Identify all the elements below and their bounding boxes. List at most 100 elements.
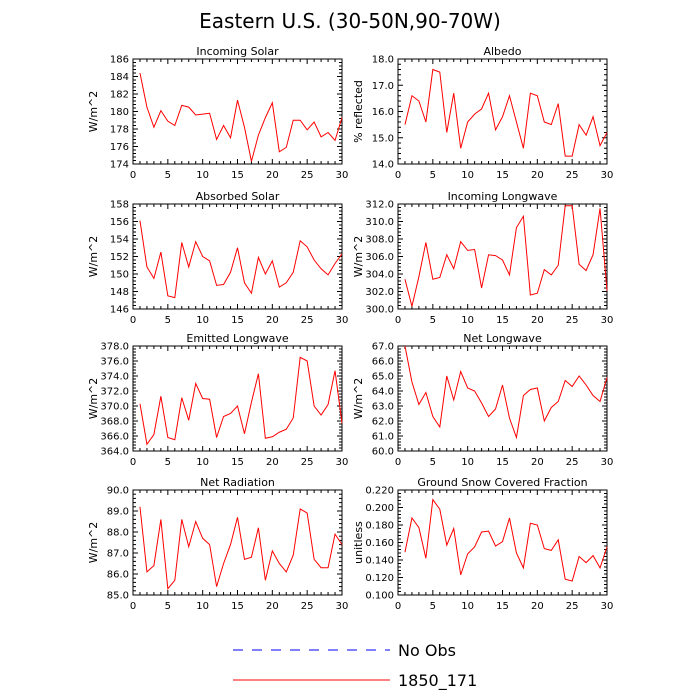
series-line-1850-171 bbox=[404, 205, 608, 307]
x-tick-label: 20 bbox=[266, 457, 279, 468]
x-tick-label: 10 bbox=[196, 170, 209, 181]
y-axis-label-net-radiation: W/m^2 bbox=[87, 522, 100, 564]
x-tick-label: 30 bbox=[336, 457, 349, 468]
x-tick-label: 10 bbox=[461, 457, 474, 468]
y-tick-label: 18.0 bbox=[372, 55, 394, 66]
x-tick-label: 15 bbox=[496, 457, 509, 468]
x-tick-label: 15 bbox=[231, 170, 244, 181]
y-axis-label-absorbed-solar: W/m^2 bbox=[87, 236, 100, 278]
y-axis-label-emitted-longwave: W/m^2 bbox=[87, 378, 100, 420]
plot-frame-emitted-longwave bbox=[132, 345, 343, 452]
panel-title-absorbed-solar: Absorbed Solar bbox=[196, 190, 280, 203]
y-tick-label: 174 bbox=[110, 160, 129, 171]
x-tick-label: 25 bbox=[301, 457, 314, 468]
panel-net-longwave: Net Longwave W/m^2 0 5 10 15 20 25 30 60.0 61.0 62.… bbox=[352, 332, 613, 468]
series-line-1850-171 bbox=[139, 220, 343, 299]
y-tick-label: 88.0 bbox=[107, 528, 129, 539]
y-tick-label: 87.0 bbox=[107, 549, 129, 560]
x-tick-label: 25 bbox=[301, 170, 314, 181]
plot-frame-albedo bbox=[397, 58, 608, 165]
x-tick-label: 30 bbox=[336, 315, 349, 326]
x-tick-label: 15 bbox=[231, 457, 244, 468]
y-tick-label: 150 bbox=[110, 270, 129, 281]
y-tick-label: 0.140 bbox=[365, 556, 394, 567]
y-tick-label: 364.0 bbox=[100, 447, 129, 458]
plot-frame-net-radiation bbox=[132, 489, 343, 596]
y-tick-label: 372.0 bbox=[100, 387, 129, 398]
y-tick-label: 186 bbox=[110, 55, 129, 66]
x-tick-label: 10 bbox=[196, 601, 209, 612]
panel-incoming-longwave: Incoming Longwave W/m^2 0 5 10 15 20 25 30 300.0 3… bbox=[352, 190, 613, 326]
y-tick-label: 302.0 bbox=[365, 287, 394, 298]
y-tick-label: 178 bbox=[110, 125, 129, 136]
x-tick-label: 0 bbox=[130, 457, 136, 468]
x-tick-label: 30 bbox=[601, 170, 614, 181]
y-tick-label: 300.0 bbox=[365, 305, 394, 316]
series-line-1850-171 bbox=[404, 345, 608, 440]
y-tick-label: 62.0 bbox=[372, 417, 394, 428]
x-tick-label: 10 bbox=[196, 315, 209, 326]
x-tick-label: 0 bbox=[130, 601, 136, 612]
x-tick-label: 5 bbox=[430, 170, 436, 181]
panel-title-incoming-longwave: Incoming Longwave bbox=[448, 190, 558, 203]
x-tick-label: 5 bbox=[165, 457, 171, 468]
x-tick-label: 10 bbox=[196, 457, 209, 468]
panel-title-net-longwave: Net Longwave bbox=[463, 332, 542, 345]
x-tick-label: 25 bbox=[301, 601, 314, 612]
x-tick-label: 15 bbox=[231, 315, 244, 326]
x-tick-label: 0 bbox=[395, 315, 401, 326]
y-tick-label: 16.0 bbox=[372, 107, 394, 118]
y-axis-label-incoming-longwave: W/m^2 bbox=[352, 236, 365, 278]
panel-net-radiation: Net Radiation W/m^2 0 5 10 15 20 25 30 85.0 86.0 87… bbox=[87, 476, 348, 612]
x-tick-label: 0 bbox=[395, 170, 401, 181]
y-tick-label: 63.0 bbox=[372, 402, 394, 413]
y-tick-label: 17.0 bbox=[372, 81, 394, 92]
x-tick-label: 25 bbox=[566, 457, 579, 468]
y-tick-label: 184 bbox=[110, 72, 129, 83]
panel-title-ground-snow-covered-fraction: Ground Snow Covered Fraction bbox=[417, 476, 587, 489]
x-tick-label: 20 bbox=[531, 170, 544, 181]
y-tick-label: 89.0 bbox=[107, 507, 129, 518]
y-tick-label: 15.0 bbox=[372, 133, 394, 144]
x-tick-label: 20 bbox=[266, 601, 279, 612]
x-tick-label: 30 bbox=[601, 457, 614, 468]
y-tick-label: 154 bbox=[110, 235, 129, 246]
x-tick-label: 5 bbox=[165, 601, 171, 612]
y-tick-label: 182 bbox=[110, 90, 129, 101]
x-tick-label: 20 bbox=[531, 601, 544, 612]
x-tick-label: 5 bbox=[430, 315, 436, 326]
x-tick-label: 0 bbox=[130, 170, 136, 181]
x-tick-label: 20 bbox=[266, 170, 279, 181]
y-tick-label: 366.0 bbox=[100, 432, 129, 443]
legend-label-no-obs: No Obs bbox=[398, 641, 456, 660]
series-line-1850-171 bbox=[404, 498, 608, 582]
y-tick-label: 370.0 bbox=[100, 402, 129, 413]
x-tick-label: 20 bbox=[531, 315, 544, 326]
y-tick-label: 0.120 bbox=[365, 573, 394, 584]
x-tick-label: 30 bbox=[336, 170, 349, 181]
y-tick-label: 158 bbox=[110, 200, 129, 211]
y-tick-label: 312.0 bbox=[365, 200, 394, 211]
panel-absorbed-solar: Absorbed Solar W/m^2 0 5 10 15 20 25 30 146 148 150… bbox=[87, 190, 348, 326]
y-tick-label: 60.0 bbox=[372, 447, 394, 458]
y-axis-label-incoming-solar: W/m^2 bbox=[87, 91, 100, 133]
y-axis-label-net-longwave: W/m^2 bbox=[352, 378, 365, 420]
y-tick-label: 61.0 bbox=[372, 432, 394, 443]
y-axis-label-albedo: % reflected bbox=[352, 80, 365, 143]
series-line-1850-171 bbox=[139, 506, 343, 590]
x-tick-label: 20 bbox=[531, 457, 544, 468]
y-tick-label: 180 bbox=[110, 107, 129, 118]
y-tick-label: 66.0 bbox=[372, 357, 394, 368]
x-tick-label: 25 bbox=[566, 315, 579, 326]
x-tick-label: 5 bbox=[165, 315, 171, 326]
x-tick-label: 25 bbox=[566, 170, 579, 181]
series-line-1850-171 bbox=[139, 72, 343, 162]
plot-frame-ground-snow-covered-fraction bbox=[397, 489, 608, 596]
x-tick-label: 5 bbox=[430, 601, 436, 612]
plot-frame-net-longwave bbox=[397, 345, 608, 452]
plot-frame-absorbed-solar bbox=[132, 203, 343, 310]
x-tick-label: 10 bbox=[461, 170, 474, 181]
y-tick-label: 64.0 bbox=[372, 387, 394, 398]
series-line-1850-171 bbox=[139, 356, 343, 446]
